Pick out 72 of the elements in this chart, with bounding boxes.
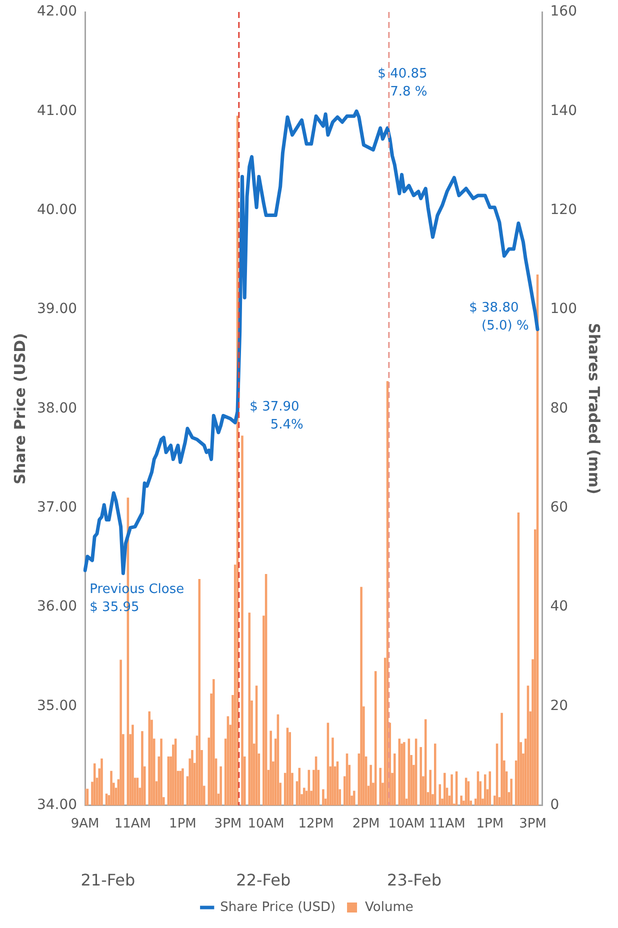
bar xyxy=(420,747,422,806)
y2-tick-label: 40 xyxy=(550,598,568,615)
x-tick-label: 9AM xyxy=(70,816,100,832)
text: 22-Feb xyxy=(236,870,291,890)
bar xyxy=(110,770,112,806)
y2-tick-label: 20 xyxy=(550,698,568,714)
bar xyxy=(403,742,406,806)
y-tick-label: 39.00 xyxy=(36,301,78,318)
text: 21-Feb xyxy=(80,870,136,890)
x-tick-label: 11AM xyxy=(114,816,152,832)
bar xyxy=(500,712,503,806)
bar xyxy=(429,770,432,806)
x-tick-label: 1PM xyxy=(476,816,504,832)
bar xyxy=(212,679,215,806)
bar xyxy=(322,789,324,806)
x-tick-label: 3PM xyxy=(519,816,546,832)
bar xyxy=(182,768,184,806)
bar xyxy=(450,774,453,806)
y2-tick-label: 100 xyxy=(550,301,578,318)
y2-tick-label: 140 xyxy=(550,102,578,119)
bar xyxy=(198,578,201,806)
x-tick-label: 12PM xyxy=(298,816,334,832)
x-tick-label: 1PM xyxy=(169,816,196,832)
y2-axis-title: Shares Traded (mm) xyxy=(585,323,604,494)
bar xyxy=(303,788,306,806)
bar xyxy=(510,778,512,806)
bar xyxy=(444,772,446,806)
x-tick-label: 2PM xyxy=(352,816,380,832)
y2-tick-label: 60 xyxy=(550,500,568,516)
x-tick-label: 3PM xyxy=(214,816,242,832)
annotation: $ 40.85 7.8 % xyxy=(378,66,428,100)
y2-tick-label: 160 xyxy=(550,4,578,20)
y-tick-label: 36.00 xyxy=(36,598,78,615)
bar xyxy=(353,790,356,806)
legend-label: Share Price (USD) xyxy=(220,900,336,915)
annotation: $ 37.90 5.4% xyxy=(250,400,304,433)
bar xyxy=(434,744,436,806)
y-tick-label: 37.00 xyxy=(36,500,78,516)
bar xyxy=(100,758,103,806)
bar xyxy=(484,774,486,806)
annotation: $ 38.80 (5.0) % xyxy=(469,300,529,334)
bar xyxy=(460,796,462,806)
y2-tick-label: 80 xyxy=(550,400,568,416)
bar xyxy=(220,766,222,806)
bar xyxy=(179,770,182,806)
bar xyxy=(379,768,382,806)
y-tick-label: 35.00 xyxy=(36,698,78,714)
y-axis-title: Share Price (USD) xyxy=(10,333,29,484)
bar xyxy=(270,730,272,806)
bar xyxy=(332,738,334,806)
y2-tick-label: 0 xyxy=(550,797,560,814)
y-tick-label: 42.00 xyxy=(36,4,78,20)
bar xyxy=(360,586,362,806)
y-tick-label: 40.00 xyxy=(36,202,78,218)
bar xyxy=(132,724,134,806)
bar xyxy=(241,436,244,806)
x-tick-label: 10AM xyxy=(388,816,425,832)
legend-label: Volume xyxy=(365,900,414,915)
x-tick-label: 10AM xyxy=(248,816,284,832)
text: 23-Feb xyxy=(387,870,442,890)
bar xyxy=(191,750,194,806)
bar xyxy=(148,711,151,806)
bar xyxy=(141,731,144,806)
y2-tick-label: 120 xyxy=(550,202,578,218)
bar xyxy=(160,738,162,806)
x-tick-label: 11AM xyxy=(428,816,466,832)
y-tick-label: 38.00 xyxy=(36,400,78,416)
y-tick-label: 34.00 xyxy=(36,797,78,814)
bar xyxy=(120,660,122,806)
y-tick-label: 41.00 xyxy=(36,102,78,119)
bar xyxy=(394,754,396,806)
bar xyxy=(370,764,372,806)
